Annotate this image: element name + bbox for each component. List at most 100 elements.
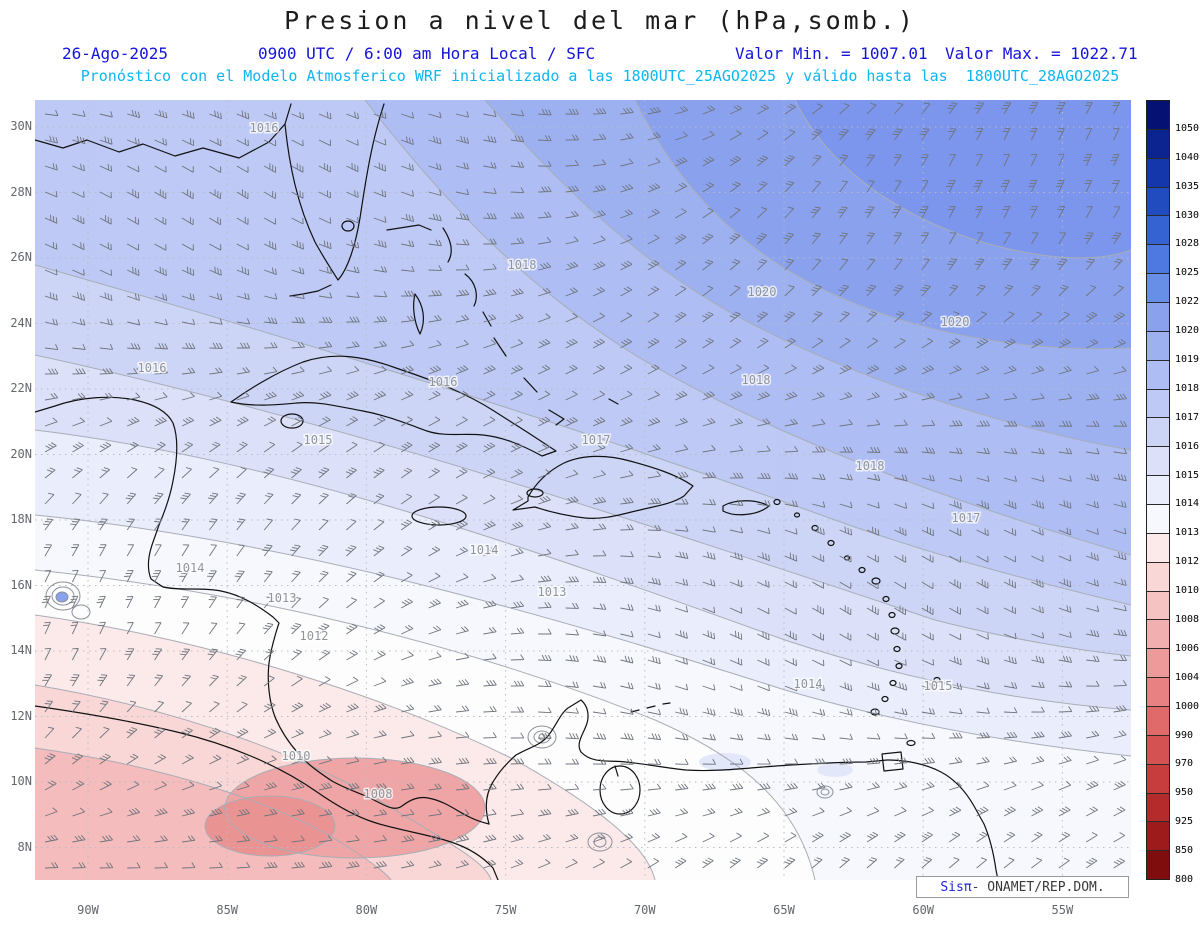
wind-barbs xyxy=(41,102,1127,869)
colorbar-label: 1028 xyxy=(1175,238,1200,250)
colorbar-label: 1022 xyxy=(1175,296,1200,308)
colorbar-label: 1050 xyxy=(1175,122,1200,134)
central-america-caribbean-coast xyxy=(34,396,490,825)
colorbar-cell xyxy=(1147,734,1169,764)
pressure-field xyxy=(35,100,1131,880)
contour-label: 1018 xyxy=(856,459,885,473)
lat-tick-label: 28N xyxy=(10,184,32,199)
colorbar-label: 1004 xyxy=(1175,671,1200,683)
colorbar-cell xyxy=(1147,417,1169,447)
colorbar-cell xyxy=(1147,619,1169,649)
colorbar-label: 1040 xyxy=(1175,151,1200,163)
central-america-pacific-coast xyxy=(34,705,499,881)
contour-label: 1014 xyxy=(176,561,205,575)
hispaniola-coast xyxy=(512,455,694,519)
colorbar-cell xyxy=(1147,446,1169,476)
contour-label: 1016 xyxy=(429,375,458,389)
colorbar-cell xyxy=(1147,763,1169,793)
colorbar-cell xyxy=(1147,561,1169,591)
colorbar-label: 1000 xyxy=(1175,700,1200,712)
colorbar-label: 1013 xyxy=(1175,527,1200,539)
cuba-coast xyxy=(230,355,557,457)
colorbar-label: 1014 xyxy=(1175,498,1200,510)
colorbar-cell xyxy=(1147,677,1169,707)
jamaica-coast xyxy=(411,506,467,526)
colorbar-cell xyxy=(1147,101,1169,129)
lat-tick-label: 26N xyxy=(10,250,32,264)
valor-min: Valor Min. = 1007.01 xyxy=(735,44,928,63)
lat-tick-label: 16N xyxy=(10,577,32,592)
colorbar-label: 1006 xyxy=(1175,642,1200,654)
colorbar-cell xyxy=(1147,475,1169,505)
lat-tick-label: 8N xyxy=(17,839,32,854)
colorbar-cell xyxy=(1147,850,1169,880)
lat-tick-label: 20N xyxy=(10,446,32,461)
contour-label: 1014 xyxy=(794,677,823,691)
colorbar-cell xyxy=(1147,273,1169,303)
contour-label: 1018 xyxy=(742,373,771,387)
trinidad xyxy=(881,751,904,772)
grid-lines xyxy=(35,100,1131,880)
run-date: 26-Ago-2025 xyxy=(62,44,168,63)
contour-label: 1016 xyxy=(250,121,279,135)
colorbar-label: 1016 xyxy=(1175,440,1200,452)
isle-of-youth xyxy=(280,413,304,429)
page-title: Presion a nivel del mar (hPa,somb.) xyxy=(284,6,916,35)
pressure-map: 1016 1018 1020 1020 1016 1016 1018 1017 1015 1018… xyxy=(34,99,1132,881)
colorbar-cell xyxy=(1147,215,1169,245)
tobago xyxy=(906,739,916,747)
lon-tick-label: 65W xyxy=(773,903,795,917)
colorbar xyxy=(1146,100,1170,880)
forecast-line: Pronóstico con el Modelo Atmosferico WRF… xyxy=(80,67,1120,85)
lat-tick-label: 24N xyxy=(10,315,32,330)
colorbar-cell xyxy=(1147,706,1169,735)
lon-tick-label: 75W xyxy=(494,903,517,917)
lake-okeechobee xyxy=(341,220,355,232)
colorbar-cell xyxy=(1147,792,1169,822)
pressure-map-canvas: 1016 1018 1020 1020 1016 1016 1018 1017 1015 1018… xyxy=(34,99,1132,881)
gonave-island xyxy=(526,488,544,498)
contour-label: 1020 xyxy=(941,315,970,329)
contour-label: 1020 xyxy=(748,285,777,299)
florida-coast xyxy=(284,103,385,281)
colorbar-cell xyxy=(1147,388,1169,418)
colorbar-label: 1019 xyxy=(1175,354,1200,365)
contour-label: 1017 xyxy=(582,433,611,447)
run-time: 0900 UTC / 6:00 am Hora Local / SFC xyxy=(258,44,596,63)
contour-label: 1015 xyxy=(924,679,953,693)
colorbar-cell xyxy=(1147,330,1169,360)
colorbar-label: 1018 xyxy=(1175,382,1200,394)
contour-label: 1018 xyxy=(508,258,537,272)
lat-tick-label: 12N xyxy=(10,708,32,723)
turks-caicos xyxy=(608,398,619,405)
gulf-coast xyxy=(34,103,292,159)
bahamas xyxy=(548,409,565,426)
colorbar-label: 1015 xyxy=(1175,469,1200,481)
credit-badge: Sisπ - ONAMET/REP.DOM. xyxy=(916,876,1129,898)
lat-tick-label: 18N xyxy=(10,512,32,526)
contour-label: 1015 xyxy=(304,433,333,447)
lon-tick-label: 90W xyxy=(77,903,99,917)
colorbar-label: 950 xyxy=(1175,787,1194,799)
colorbar-cell xyxy=(1147,590,1169,620)
lon-tick-label: 80W xyxy=(355,903,378,917)
credit-suffix: - ONAMET/REP.DOM. xyxy=(971,879,1105,895)
colorbar-label: 1008 xyxy=(1175,614,1200,625)
colorbar-cell xyxy=(1147,504,1169,533)
coastlines xyxy=(34,103,999,881)
lat-tick-label: 10N xyxy=(10,774,32,788)
bahamas xyxy=(386,224,432,231)
colorbar-label: 925 xyxy=(1175,816,1194,828)
contour-label: 1017 xyxy=(952,511,981,525)
colorbar-label: 800 xyxy=(1175,874,1194,885)
closed-contour-rings xyxy=(45,581,834,852)
colorbar-label: 1025 xyxy=(1175,267,1200,279)
colorbar-label: 1020 xyxy=(1175,325,1200,337)
contour-lines xyxy=(34,99,1132,881)
colorbar-cell xyxy=(1147,359,1169,389)
contour-label: 1010 xyxy=(282,749,311,763)
contour-label: 1012 xyxy=(300,629,329,643)
lon-tick-label: 85W xyxy=(216,903,239,917)
lon-tick-label: 60W xyxy=(912,903,935,917)
colorbar-cell xyxy=(1147,128,1169,158)
